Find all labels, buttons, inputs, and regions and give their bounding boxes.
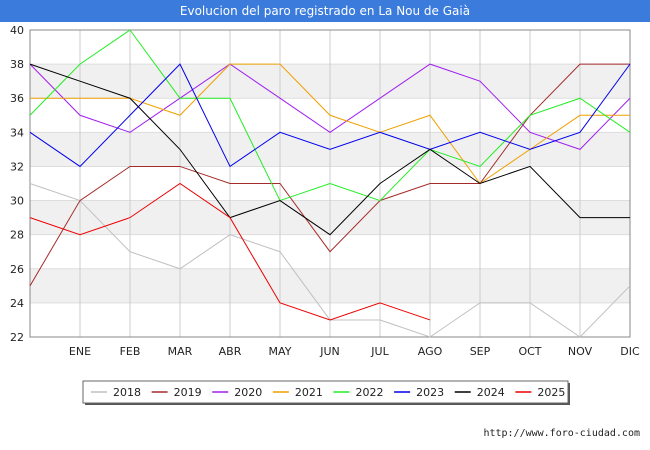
y-tick-label: 32 (10, 160, 24, 173)
y-tick-label: 24 (10, 297, 24, 310)
x-tick-label: FEB (120, 345, 141, 358)
legend-label-2022: 2022 (356, 386, 384, 399)
y-tick-label: 38 (10, 58, 24, 71)
x-tick-label: ABR (219, 345, 242, 358)
legend-box (82, 380, 569, 404)
x-axis-ticks: ENE FEB MAR ABR MAY JUN JUL AGO SEP OCT NOV DIC (69, 345, 640, 358)
series-line-2024 (29, 63, 630, 236)
y-axis-ticks: 22 24 26 28 30 32 34 36 38 40 (10, 24, 24, 344)
legend-label-2025: 2025 (537, 386, 565, 399)
source-credit: http://www.foro-ciudad.com (483, 428, 640, 439)
x-tick-label: JUN (319, 345, 340, 358)
legend-label-2023: 2023 (416, 386, 444, 399)
y-tick-label: 40 (10, 24, 24, 37)
y-tick-label: 30 (10, 195, 24, 208)
legend-label-2018: 2018 (113, 386, 141, 399)
x-tick-label: OCT (518, 345, 541, 358)
y-tick-label: 28 (10, 229, 24, 242)
series-lines (29, 29, 631, 338)
y-tick-label: 22 (10, 331, 24, 344)
x-tick-label: MAY (269, 345, 292, 358)
legend-label-2020: 2020 (234, 386, 262, 399)
legend-label-2024: 2024 (477, 386, 505, 399)
x-tick-label: DIC (620, 345, 640, 358)
series-line-2025 (29, 182, 431, 321)
y-tick-label: 36 (10, 92, 24, 105)
legend-label-2019: 2019 (174, 386, 202, 399)
x-tick-label: MAR (168, 345, 193, 358)
chart-title: Evolucion del paro registrado en La Nou … (0, 0, 650, 22)
x-tick-label: NOV (568, 345, 593, 358)
legend: 2018 2019 2020 2021 2022 2023 2024 2025 (82, 380, 570, 405)
series-line-2020 (29, 63, 631, 150)
legend-label-2021: 2021 (295, 386, 323, 399)
x-tick-label: SEP (470, 345, 491, 358)
y-tick-label: 34 (10, 126, 24, 139)
x-tick-label: ENE (69, 345, 91, 358)
x-tick-label: JUL (370, 345, 389, 358)
y-tick-label: 26 (10, 263, 24, 276)
x-tick-label: AGO (418, 345, 443, 358)
series-line-2022 (29, 29, 631, 202)
series-line-2023 (29, 63, 631, 168)
